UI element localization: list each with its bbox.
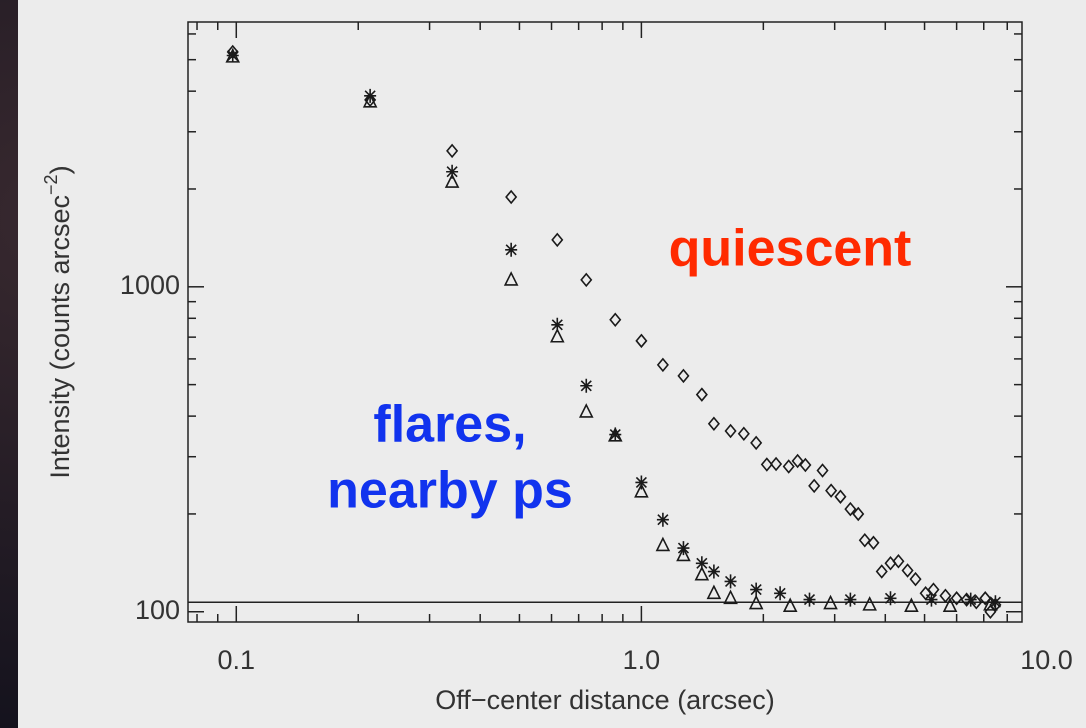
y-label-superscript: −2 [41,174,61,195]
data-point [852,506,865,522]
data-point [927,582,940,597]
data-point [695,387,708,402]
x-tick-label: 10.0 [1020,645,1073,675]
data-point [782,597,798,613]
data-point [580,272,593,288]
data-point [225,48,241,63]
data-point [446,164,459,179]
data-point [748,594,764,610]
y-axis-label: Intensity (counts arcsec−2) [41,165,75,478]
data-point [892,554,905,569]
data-point [808,478,821,494]
data-point [578,403,594,418]
data-point [904,597,919,613]
annotation: nearby ps [327,462,573,520]
data-point [737,426,750,442]
data-point [656,512,669,527]
data-point [983,596,998,611]
y-label-suffix: ) [45,165,75,174]
data-point [939,588,952,604]
data-point [503,271,519,286]
data-point [844,592,857,607]
data-point [676,546,691,562]
data-point [446,143,459,159]
data-point [867,535,880,551]
data-point [782,459,795,474]
data-point [695,556,708,571]
data-point [609,427,622,442]
data-point [607,426,623,442]
x-tick-label: 0.1 [218,645,256,675]
data-point [925,592,938,607]
data-point [862,596,877,611]
y-tick-label: 1000 [120,270,180,300]
y-tick-label: 100 [135,595,180,625]
data-point [803,592,816,607]
data-point [226,48,239,63]
data-point [551,232,564,248]
data-point [694,565,710,581]
plot-frame [187,21,1023,623]
y-label-text: Intensity (counts arcsec [45,195,75,479]
data-point [444,173,460,188]
data-point [834,489,847,504]
data-point [858,532,871,548]
data-point [551,317,564,332]
data-point [799,457,812,473]
data-point [677,368,690,384]
data-point [549,327,565,343]
data-point [825,483,838,498]
data-point [964,592,977,607]
data-point [609,312,622,327]
data-point [634,482,649,498]
data-point [942,597,958,613]
data-point [791,453,804,469]
annotation: flares, [373,396,526,454]
data-point [707,564,720,579]
data-point [989,595,1002,610]
x-tick-label: 1.0 [623,645,661,675]
data-point [635,475,648,490]
data-point [724,574,737,589]
annotation: quiescent [669,220,912,278]
data-point [823,594,838,610]
data-point [706,584,722,600]
data-point [656,357,669,373]
data-point [362,92,378,108]
data-point [750,582,763,597]
data-point [950,591,963,606]
data-point [774,586,787,601]
data-point [723,589,738,605]
data-point [655,536,671,552]
data-point [635,333,648,349]
data-point [707,416,720,431]
data-point [724,423,737,439]
data-point [760,457,773,472]
data-point [580,378,593,393]
data-point [750,435,763,451]
data-point [816,463,829,478]
data-point [875,564,888,579]
x-axis-label: Off−center distance (arcsec) [435,685,774,715]
data-point [505,189,518,205]
data-point [505,242,518,257]
data-point [979,591,992,606]
data-point [844,501,857,517]
data-point [884,591,897,606]
data-point [770,456,783,472]
data-point [909,571,922,587]
data-point [901,563,914,578]
data-point [364,92,377,108]
